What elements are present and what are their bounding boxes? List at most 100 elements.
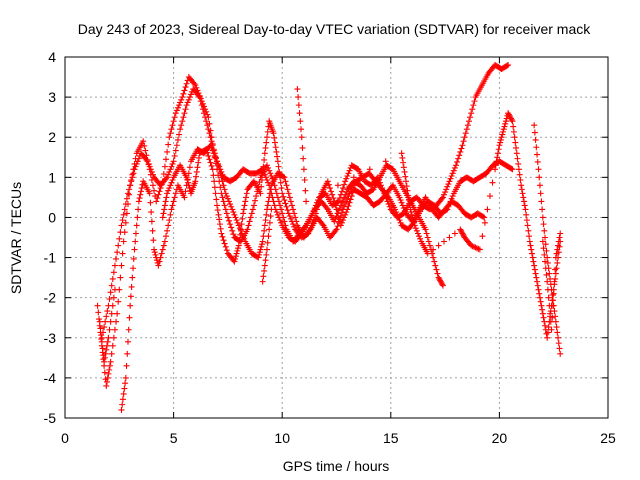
data-point <box>217 184 224 191</box>
data-point <box>457 226 464 233</box>
data-point <box>510 128 517 135</box>
data-point <box>528 246 535 253</box>
data-point <box>237 226 244 233</box>
y-tick-label: 4 <box>48 49 56 65</box>
data-point <box>342 201 349 208</box>
data-point <box>484 206 491 213</box>
data-point <box>107 289 114 296</box>
data-point <box>338 209 345 216</box>
data-point <box>316 198 323 205</box>
data-point <box>130 170 137 177</box>
data-point <box>181 194 188 201</box>
data-point <box>160 170 167 177</box>
data-point <box>472 244 479 251</box>
data-point <box>186 164 193 171</box>
data-point <box>208 138 215 145</box>
data-point <box>205 126 212 133</box>
data-point <box>121 206 128 213</box>
data-point <box>523 211 530 218</box>
data-point <box>521 198 528 205</box>
data-point <box>142 147 149 154</box>
data-point <box>240 206 247 213</box>
data-point <box>283 203 290 210</box>
data-point <box>535 286 542 293</box>
data-point <box>531 129 538 136</box>
data-point <box>310 217 317 224</box>
data-point <box>538 302 545 309</box>
data-point <box>97 325 104 332</box>
data-point <box>458 145 465 152</box>
data-point <box>498 134 505 141</box>
data-point <box>398 199 405 206</box>
x-tick-label: 10 <box>274 430 290 446</box>
data-point <box>104 338 111 345</box>
x-tick-label: 25 <box>600 430 616 446</box>
data-point <box>212 190 219 197</box>
data-point <box>291 223 298 230</box>
data-point <box>166 217 173 224</box>
data-point <box>394 211 401 218</box>
data-point <box>538 198 545 205</box>
data-point <box>102 350 109 357</box>
data-point <box>386 203 393 210</box>
data-point <box>147 166 154 173</box>
data-point <box>218 174 225 181</box>
data-point <box>552 313 559 320</box>
data-point <box>108 282 115 289</box>
data-point <box>259 170 266 177</box>
data-point <box>340 185 347 192</box>
data-point <box>457 148 464 155</box>
data-point <box>536 174 543 181</box>
data-point <box>121 385 128 392</box>
data-point <box>463 126 470 133</box>
data-point <box>259 238 266 245</box>
data-point <box>169 122 176 129</box>
data-point <box>331 198 338 205</box>
data-point <box>204 122 211 129</box>
data-point <box>399 154 406 161</box>
data-point <box>180 114 187 121</box>
data-point <box>266 167 273 174</box>
data-point <box>461 134 468 141</box>
data-point <box>263 246 270 253</box>
data-point <box>425 238 432 245</box>
data-point <box>549 291 556 298</box>
data-point <box>546 270 553 277</box>
data-point <box>261 222 268 229</box>
data-point <box>277 179 284 186</box>
data-point <box>400 205 407 212</box>
data-point <box>556 345 563 352</box>
data-point <box>544 259 551 266</box>
data-point <box>524 222 531 229</box>
data-point <box>258 183 265 190</box>
data-point <box>405 197 412 204</box>
data-point <box>266 219 273 226</box>
data-point <box>218 230 225 237</box>
data-point <box>106 296 113 303</box>
data-point <box>494 150 501 157</box>
data-point <box>279 210 286 217</box>
data-point <box>317 194 324 201</box>
data-point <box>497 139 504 146</box>
data-point <box>441 238 448 245</box>
data-point <box>514 155 521 162</box>
data-point <box>296 110 303 117</box>
data-point <box>165 141 172 148</box>
data-point <box>96 316 103 323</box>
data-point <box>396 217 403 224</box>
data-point <box>285 210 292 217</box>
data-point <box>543 271 550 278</box>
data-point <box>261 150 268 157</box>
data-point <box>509 166 516 173</box>
data-point <box>290 221 297 228</box>
data-point <box>159 214 166 221</box>
data-point <box>206 156 213 163</box>
data-point <box>193 168 200 175</box>
data-point <box>240 210 247 217</box>
data-point <box>315 202 322 209</box>
data-point <box>119 217 126 224</box>
data-point <box>533 144 540 151</box>
data-point <box>214 158 221 165</box>
data-point <box>125 326 132 333</box>
data-point <box>542 241 549 248</box>
